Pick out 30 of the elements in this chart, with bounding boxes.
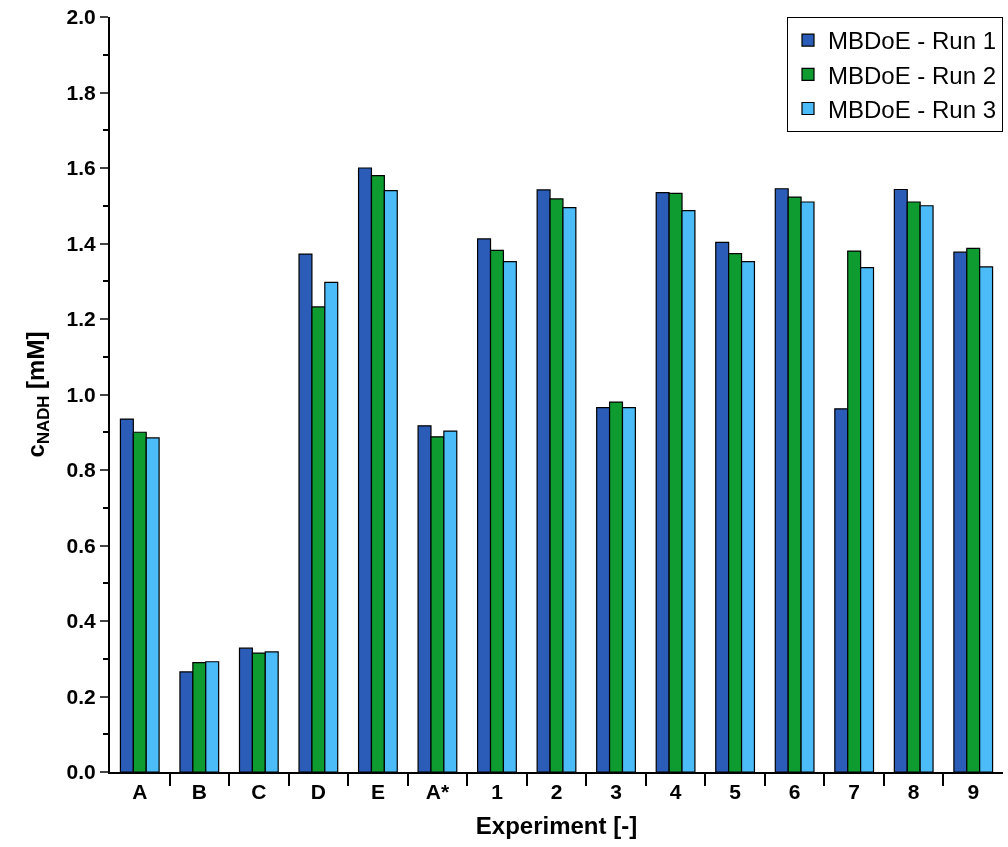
- x-tick-label: 6: [788, 780, 801, 804]
- x-tick-label: 3: [610, 780, 622, 804]
- y-tick-label: 0.0: [66, 760, 96, 784]
- x-tick-label: 4: [669, 780, 682, 804]
- x-tick-label: C: [251, 780, 267, 804]
- y-tick-label: 2.0: [66, 5, 96, 29]
- legend-label: MBDoE - Run 1: [828, 27, 997, 55]
- x-tick-label: E: [370, 780, 385, 804]
- x-tick-label: 1: [491, 780, 504, 804]
- legend-label: MBDoE - Run 2: [828, 61, 997, 89]
- x-tick-label: 9: [967, 780, 980, 804]
- y-tick-label: 1.2: [66, 307, 96, 331]
- x-tick-label: 8: [907, 780, 920, 804]
- x-tick-label: A: [132, 780, 148, 804]
- y-tick-label: 0.4: [66, 609, 97, 633]
- y-tick-label: 0.6: [66, 533, 96, 557]
- x-tick-label: 2: [550, 780, 563, 804]
- legend-label: MBDoE - Run 3: [828, 95, 997, 123]
- y-tick-label: 1.6: [66, 156, 96, 180]
- x-tick-label: D: [310, 780, 326, 804]
- x-tick-label: 7: [848, 780, 861, 804]
- x-tick-label: A*: [425, 780, 450, 804]
- y-tick-label: 1.8: [66, 80, 97, 104]
- y-tick-label: 1.0: [66, 382, 96, 406]
- x-tick-label: 5: [729, 780, 742, 804]
- x-axis-title: Experiment [-]: [475, 812, 638, 839]
- y-tick-label: 0.8: [66, 458, 97, 482]
- y-tick-label: 0.2: [66, 684, 96, 708]
- x-tick-label: B: [191, 780, 207, 804]
- y-tick-label: 1.4: [66, 231, 97, 255]
